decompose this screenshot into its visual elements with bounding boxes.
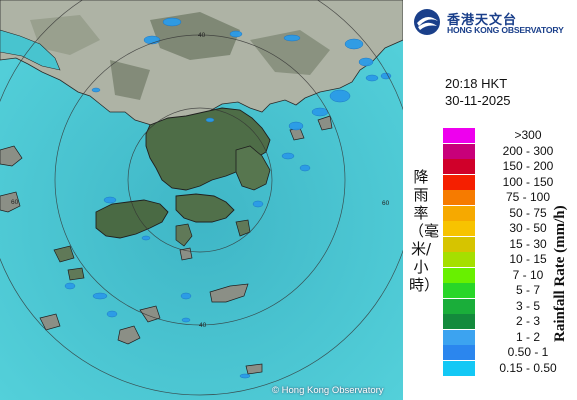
legend-row: 0.15 - 0.50 (443, 360, 575, 376)
legend-swatch (443, 174, 475, 190)
legend-label: 75 - 100 (505, 190, 551, 204)
legend-row: 100 - 150 (443, 174, 575, 190)
legend-label: 2 - 3 (515, 314, 540, 328)
legend-swatch (443, 221, 475, 236)
legend-row: 2 - 3 (443, 314, 575, 329)
legend-swatch (443, 252, 475, 267)
radar-time: 20:18 HKT (445, 76, 508, 91)
logo-text-chinese: 香港天文台 (447, 13, 518, 28)
logo-text-english: HONG KONG OBSERVATORY (447, 25, 564, 35)
legend-swatch (443, 267, 475, 283)
legend-swatch (443, 329, 475, 345)
legend-swatch (443, 190, 475, 205)
legend-swatch (443, 314, 475, 329)
ring-label: 40 (198, 32, 206, 39)
legend-row: 30 - 50 (443, 221, 575, 236)
legend-label: 7 - 10 (512, 267, 544, 282)
rain-echoes (64, 17, 392, 379)
legend-swatch (443, 128, 475, 143)
ring-label: 60 (382, 200, 390, 207)
legend-swatch (443, 143, 475, 159)
legend-label: 100 - 150 (502, 174, 554, 189)
legend-swatch (443, 360, 475, 376)
legend-label: 1 - 2 (515, 329, 540, 344)
legend-row: 15 - 30 (443, 236, 575, 252)
legend-label: 0.15 - 0.50 (499, 360, 557, 375)
legend-swatch (443, 283, 475, 298)
legend-label: 3 - 5 (515, 298, 540, 313)
legend-row: 0.50 - 1 (443, 345, 575, 360)
legend-row: 5 - 7 (443, 283, 575, 298)
lantau-island (95, 199, 169, 239)
legend-label: 200 - 300 (502, 143, 554, 158)
rainfall-legend: >300 200 - 300 150 - 200 100 - 150 75 - 100 5… (443, 128, 575, 378)
hko-logo-icon (414, 9, 440, 35)
legend-row: 1 - 2 (443, 329, 575, 345)
legend-row: >300 (443, 128, 575, 143)
legend-label: 15 - 30 (509, 236, 547, 251)
legend-row: 75 - 100 (443, 190, 575, 205)
radar-date: 30-11-2025 (445, 93, 511, 108)
legend-label: 30 - 50 (509, 221, 547, 235)
copyright-text: © Hong Kong Observatory (272, 385, 384, 396)
radar-map: 40 60 40 60 © Hong Kong Observatory (0, 0, 403, 400)
legend-label: 10 - 15 (509, 252, 547, 266)
legend-row: 150 - 200 (443, 159, 575, 174)
legend-label: 5 - 7 (515, 283, 540, 297)
ring-label: 60 (11, 199, 19, 206)
legend-row: 200 - 300 (443, 143, 575, 159)
legend-row: 50 - 75 (443, 205, 575, 221)
legend-swatch (443, 159, 475, 174)
legend-label: 0.50 - 1 (507, 345, 549, 359)
legend-label: 150 - 200 (502, 159, 554, 173)
hk-island (175, 193, 235, 223)
legend-label: >300 (514, 128, 542, 142)
legend-swatch (443, 236, 475, 252)
legend-label: 50 - 75 (509, 205, 547, 220)
legend-swatch (443, 205, 475, 221)
legend-swatch (443, 345, 475, 360)
legend-swatch (443, 298, 475, 314)
ring-label: 40 (199, 322, 207, 329)
hko-logo[interactable]: 香港天文台 HONG KONG OBSERVATORY (413, 8, 577, 36)
range-rings (0, 0, 403, 396)
legend-title-chinese: 降雨率（毫米/小時） (409, 168, 440, 294)
legend-row: 3 - 5 (443, 298, 575, 314)
legend-row: 10 - 15 (443, 252, 575, 267)
legend-row: 7 - 10 (443, 267, 575, 283)
info-panel: 香港天文台 HONG KONG OBSERVATORY 20:18 HKT 30… (403, 0, 577, 400)
